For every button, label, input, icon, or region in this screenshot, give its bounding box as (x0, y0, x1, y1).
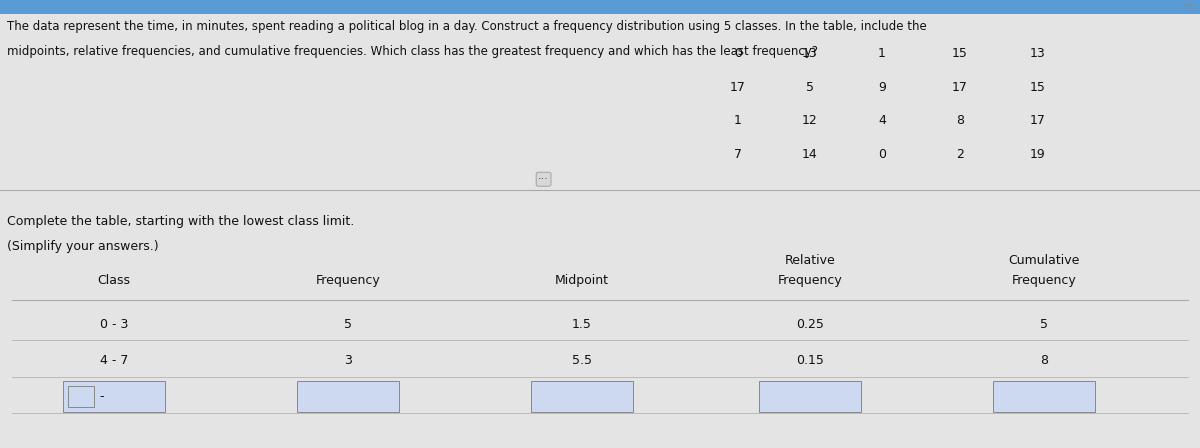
Text: 5.5: 5.5 (572, 354, 592, 367)
Text: 0.15: 0.15 (796, 354, 824, 367)
Text: □: □ (1183, 3, 1193, 13)
Text: 19: 19 (1030, 148, 1046, 161)
Text: 15: 15 (952, 47, 968, 60)
Text: 0: 0 (734, 47, 742, 60)
Text: 5: 5 (344, 318, 352, 332)
FancyBboxPatch shape (760, 381, 862, 412)
FancyBboxPatch shape (530, 381, 634, 412)
FancyBboxPatch shape (994, 381, 1096, 412)
Text: The data represent the time, in minutes, spent reading a political blog in a day: The data represent the time, in minutes,… (7, 20, 926, 33)
FancyBboxPatch shape (296, 381, 398, 412)
Text: 13: 13 (1030, 47, 1046, 60)
Text: Frequency: Frequency (778, 274, 842, 287)
Text: 13: 13 (802, 47, 818, 60)
Text: 3: 3 (344, 354, 352, 367)
Text: Relative: Relative (785, 254, 835, 267)
Text: 12: 12 (802, 114, 818, 127)
Text: 8: 8 (1040, 354, 1048, 367)
Text: (Simplify your answers.): (Simplify your answers.) (7, 240, 158, 253)
Text: 7: 7 (734, 148, 742, 161)
Text: 0: 0 (878, 148, 886, 161)
Text: Cumulative: Cumulative (1008, 254, 1080, 267)
Text: -: - (98, 390, 103, 403)
Text: Frequency: Frequency (316, 274, 380, 287)
Text: 17: 17 (952, 81, 968, 94)
Text: 5: 5 (806, 81, 814, 94)
Text: 0 - 3: 0 - 3 (100, 318, 128, 332)
Text: Class: Class (97, 274, 131, 287)
Text: 1: 1 (734, 114, 742, 127)
Text: 17: 17 (730, 81, 746, 94)
Text: 0.25: 0.25 (796, 318, 824, 332)
Text: 14: 14 (802, 148, 818, 161)
Text: 4 - 7: 4 - 7 (100, 354, 128, 367)
Text: 1.5: 1.5 (572, 318, 592, 332)
FancyBboxPatch shape (64, 381, 166, 412)
Bar (0, 0, 1200, 14)
Text: 8: 8 (956, 114, 964, 127)
Text: 5: 5 (1040, 318, 1048, 332)
Text: 2: 2 (956, 148, 964, 161)
Text: 4: 4 (878, 114, 886, 127)
Text: 9: 9 (878, 81, 886, 94)
Text: Frequency: Frequency (1012, 274, 1076, 287)
Text: 1: 1 (878, 47, 886, 60)
Text: ···: ··· (538, 174, 550, 184)
Text: midpoints, relative frequencies, and cumulative frequencies. Which class has the: midpoints, relative frequencies, and cum… (7, 45, 818, 58)
Text: 17: 17 (1030, 114, 1046, 127)
FancyBboxPatch shape (67, 386, 94, 407)
Text: Complete the table, starting with the lowest class limit.: Complete the table, starting with the lo… (7, 215, 354, 228)
Text: 15: 15 (1030, 81, 1046, 94)
Text: Midpoint: Midpoint (554, 274, 610, 287)
